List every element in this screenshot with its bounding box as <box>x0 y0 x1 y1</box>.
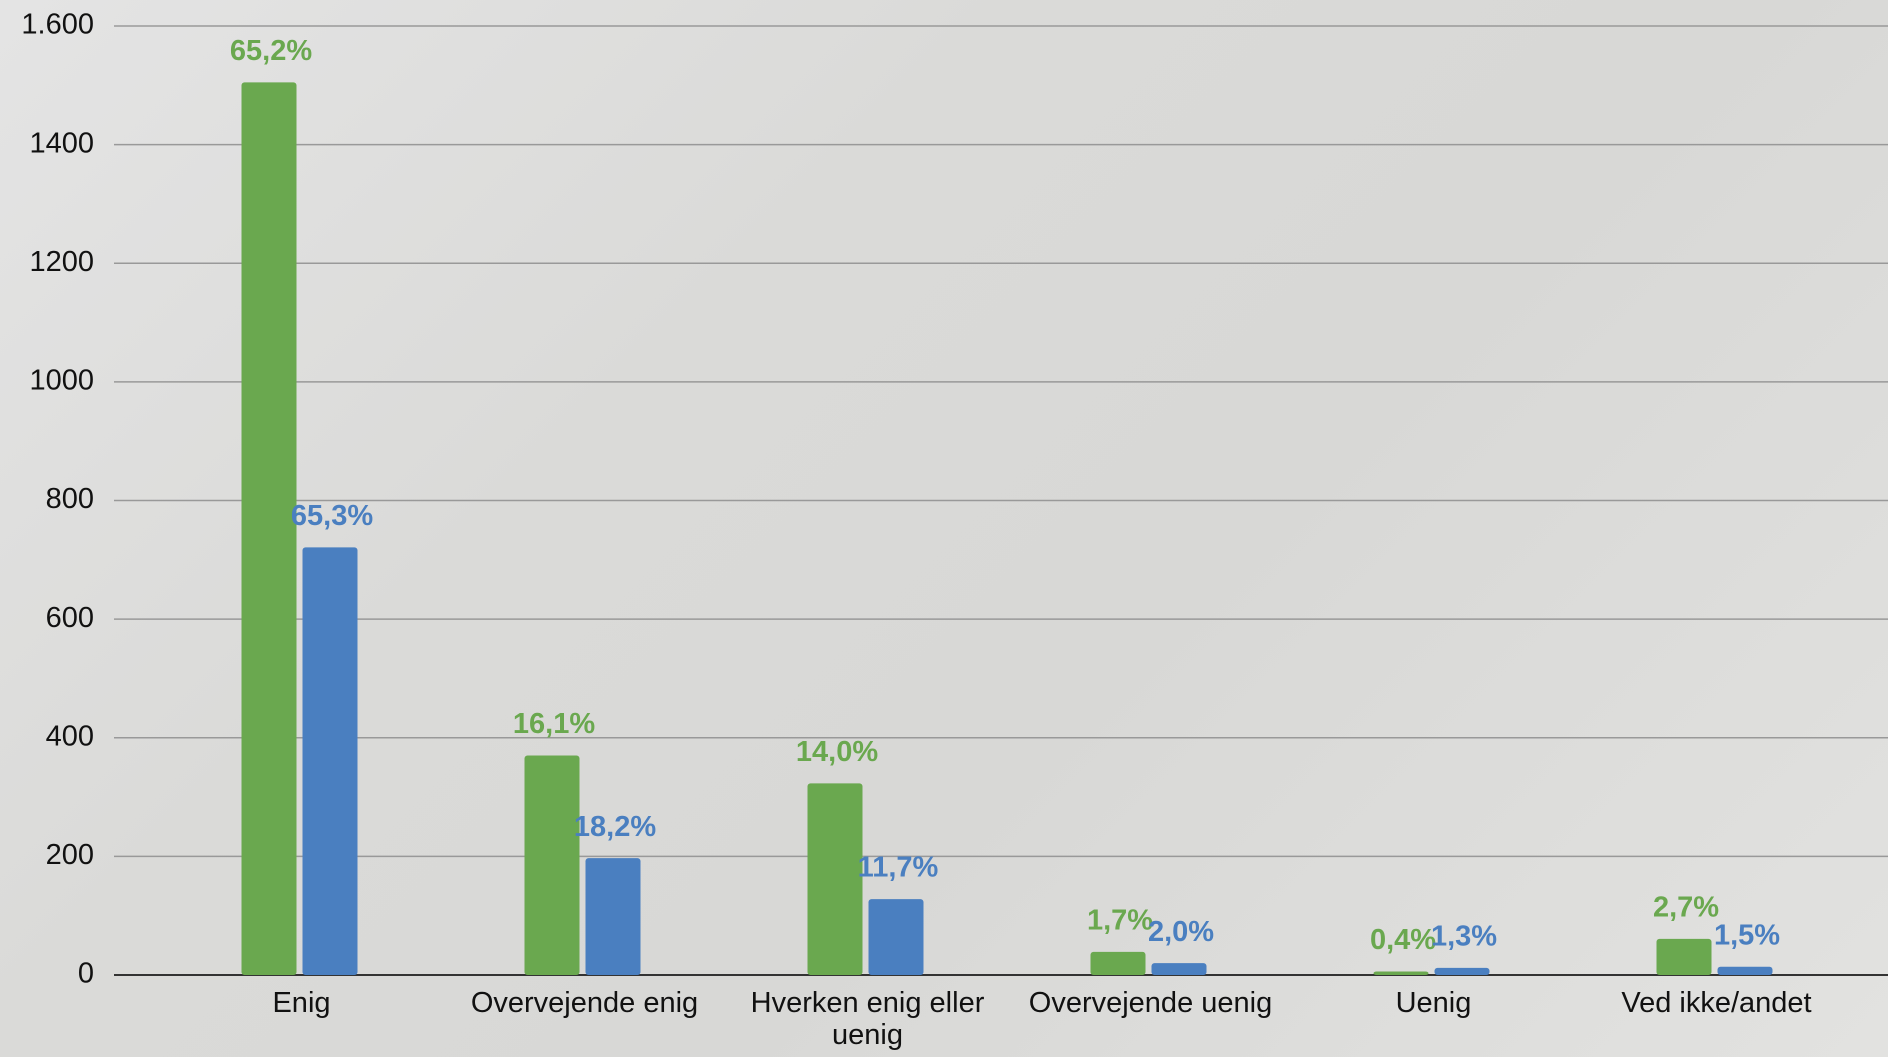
value-label: 65,2% <box>230 35 312 67</box>
bar <box>1657 939 1712 975</box>
value-label: 1,5% <box>1714 919 1780 951</box>
y-tick-label: 600 <box>46 602 94 634</box>
bar <box>808 783 863 975</box>
value-label: 65,3% <box>291 500 373 532</box>
bar <box>869 899 924 975</box>
bar <box>1152 963 1207 975</box>
y-tick-label: 400 <box>46 720 94 752</box>
x-tick-label: Ved ikke/andet <box>1575 987 1858 1019</box>
bar <box>242 82 297 975</box>
bar <box>1718 967 1773 975</box>
x-tick-label: Overvejende uenig <box>1009 987 1292 1019</box>
y-tick-label: 1200 <box>29 246 94 278</box>
bar <box>1091 952 1146 975</box>
bar <box>586 858 641 975</box>
bar <box>1435 968 1490 975</box>
value-label: 0,4% <box>1370 924 1436 956</box>
value-label: 2,7% <box>1653 891 1719 923</box>
y-tick-label: 1400 <box>29 127 94 159</box>
value-label: 11,7% <box>858 852 939 884</box>
x-tick-label: Uenig <box>1292 987 1575 1019</box>
value-label: 2,0% <box>1148 916 1214 948</box>
y-tick-label: 1000 <box>29 365 94 397</box>
y-tick-label: 800 <box>46 483 94 515</box>
chart-area: 0 200 400 600 800 1000 1200 1400 1.600 65,2% 65,3%… <box>0 0 1888 1057</box>
value-label: 1,7% <box>1087 905 1153 937</box>
y-tick-label: 1.600 <box>21 9 94 41</box>
bar <box>303 547 358 975</box>
x-tick-label: Hverken enig eller uenig <box>726 987 1009 1051</box>
x-tick-label: Enig <box>160 987 443 1019</box>
x-tick-label: Overvejende enig <box>443 987 726 1019</box>
bar <box>525 756 580 975</box>
y-tick-label: 0 <box>78 958 94 990</box>
value-label: 18,2% <box>574 811 656 843</box>
bar <box>1374 971 1429 975</box>
value-label: 16,1% <box>513 708 595 740</box>
chart: 0 200 400 600 800 1000 1200 1400 1.600 65,2% 65,3%… <box>0 0 1888 1057</box>
y-tick-label: 200 <box>46 839 94 871</box>
value-label: 1,3% <box>1431 921 1497 953</box>
value-label: 14,0% <box>796 736 878 768</box>
